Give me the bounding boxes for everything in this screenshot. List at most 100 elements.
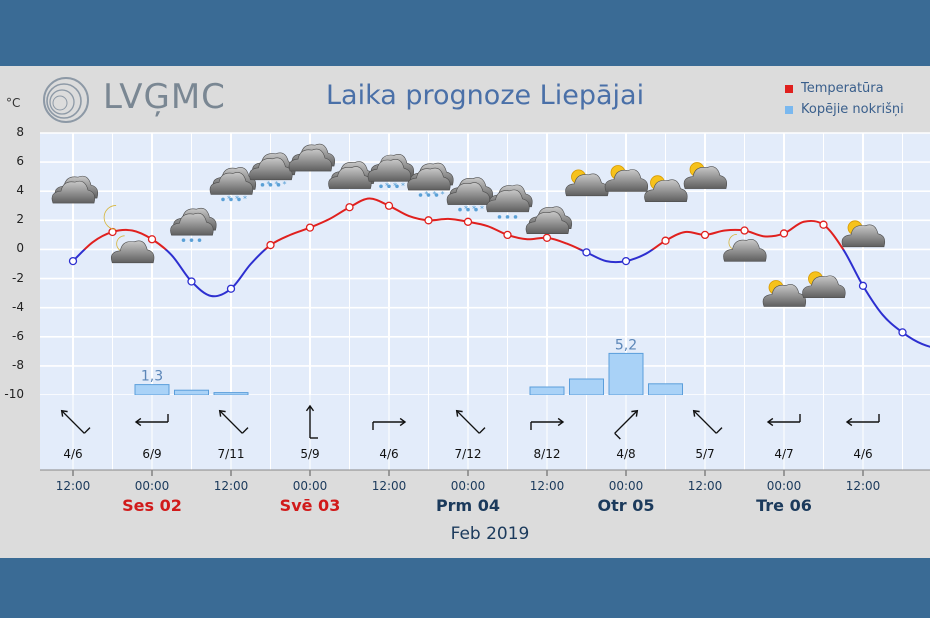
temperature-line-negative (72, 249, 930, 348)
temperature-point (345, 203, 354, 212)
svg-text:*: * (275, 180, 279, 189)
temperature-point (147, 235, 157, 244)
bottom-band (0, 558, 930, 618)
wind-speed-label: 5/9 (300, 447, 319, 461)
wind-arrow-icon (134, 414, 169, 427)
legend-label-precipitation: Kopējie nokrišņi (801, 102, 904, 117)
wind-arrow-icon (845, 414, 880, 427)
wind-speed-label: 4/8 (616, 447, 635, 461)
sun-cloud-icon (604, 165, 649, 192)
svg-text:*: * (401, 181, 405, 190)
temperature-line-positive (83, 197, 845, 250)
temperature-point (187, 277, 196, 286)
precip-bar (608, 352, 644, 395)
moon-icon (103, 205, 117, 230)
temperature-point (898, 328, 907, 337)
temperature-point (226, 284, 236, 293)
sun-cloud-icon (802, 271, 846, 299)
x-tick-label: 12:00 (530, 479, 565, 493)
legend-item-temperature: Temperatūra (785, 78, 904, 99)
wind-speed-label: 5/7 (695, 447, 714, 461)
legend-swatch-temperature (785, 84, 793, 93)
svg-text:*: * (235, 194, 239, 203)
sun-cloud-icon (565, 169, 609, 197)
precip-bar (569, 378, 604, 395)
y-tick-label: 8 (16, 125, 24, 139)
y-tick-label: -8 (12, 357, 24, 372)
legend-item-precipitation: Kopējie nokrišņi (785, 99, 904, 120)
x-tick-label: 12:00 (372, 479, 407, 493)
wind-arrow-icon (60, 409, 91, 434)
x-tick-label: 12:00 (688, 479, 723, 493)
wind-strip (40, 395, 930, 470)
cloud-rain-icon (486, 184, 533, 219)
precip-bar (529, 386, 565, 395)
sun-cloud-icon (841, 220, 886, 248)
svg-text:*: * (472, 205, 476, 214)
wind-speed-label: 7/12 (455, 447, 482, 461)
temperature-point (661, 236, 670, 245)
page-title: Laika prognoze Liepājai (326, 80, 645, 111)
temperature-point (424, 216, 433, 225)
sun-cloud-icon (683, 162, 728, 189)
wind-speed-label: 4/6 (379, 447, 398, 461)
date-label: Prm 04 (435, 496, 501, 515)
y-tick-label: 4 (16, 183, 24, 198)
moon-cloud-icon (723, 233, 767, 262)
y-tick-label: 0 (16, 241, 24, 256)
x-tick-label: 00:00 (293, 479, 328, 493)
cloud-icon (525, 206, 573, 234)
wind-speed-label: 7/11 (218, 447, 245, 461)
wind-arrow-icon (692, 409, 723, 434)
wind-arrow-icon (614, 409, 639, 440)
wind-arrow-icon (218, 409, 249, 434)
temperature-point (779, 229, 789, 238)
wind-arrow-icon (455, 409, 486, 434)
precip-bar (648, 383, 683, 395)
x-tick-label: 00:00 (135, 479, 170, 493)
svg-text:*: * (243, 194, 247, 203)
wind-speed-label: 4/7 (774, 447, 793, 461)
month-label: Feb 2019 (450, 524, 530, 544)
cloud-sleet-icon: * * * (209, 167, 257, 203)
y-tick-label: -6 (12, 328, 24, 343)
x-tick-label: 12:00 (214, 479, 249, 493)
legend-swatch-precipitation (785, 105, 793, 114)
date-label: Otr 05 (597, 496, 655, 515)
cloud-icon (51, 175, 99, 204)
wind-speed-label: 4/6 (63, 447, 82, 461)
cloud-rain-icon (170, 207, 217, 242)
temperature-point (68, 256, 78, 266)
wind-arrow-icon (372, 417, 407, 430)
sun-cloud-icon (644, 175, 688, 202)
svg-text:*: * (480, 205, 484, 214)
logo-text: LVĢMC (103, 77, 226, 117)
plot-area (40, 133, 930, 395)
cloud-sleet-icon: * * * (446, 177, 494, 214)
precip-bar (213, 392, 249, 395)
wind-speed-label: 4/6 (853, 447, 872, 461)
precip-value-label: 1,3 (141, 369, 163, 385)
x-tick-label: 12:00 (56, 479, 91, 493)
x-tick-label: 00:00 (609, 479, 644, 493)
svg-text:*: * (393, 181, 397, 190)
date-label: Svē 03 (279, 496, 341, 515)
x-tick-label: 00:00 (451, 479, 486, 493)
temperature-point (503, 230, 512, 240)
svg-text:*: * (283, 180, 287, 189)
wind-arrow-icon (766, 414, 801, 427)
temperature-point (305, 223, 315, 232)
date-label: Tre 06 (756, 496, 812, 515)
svg-text:*: * (433, 190, 437, 199)
wind-speed-label: 8/12 (534, 447, 561, 461)
x-tick-label: 12:00 (846, 479, 881, 493)
svg-text:*: * (425, 190, 429, 199)
y-tick-label: -10 (4, 387, 24, 401)
temperature-point (108, 227, 117, 237)
precip-bar (174, 389, 209, 395)
legend-label-temperature: Temperatūra (801, 81, 884, 96)
temperature-point (740, 226, 749, 235)
cloud-sleet-icon: * * * (407, 162, 454, 199)
